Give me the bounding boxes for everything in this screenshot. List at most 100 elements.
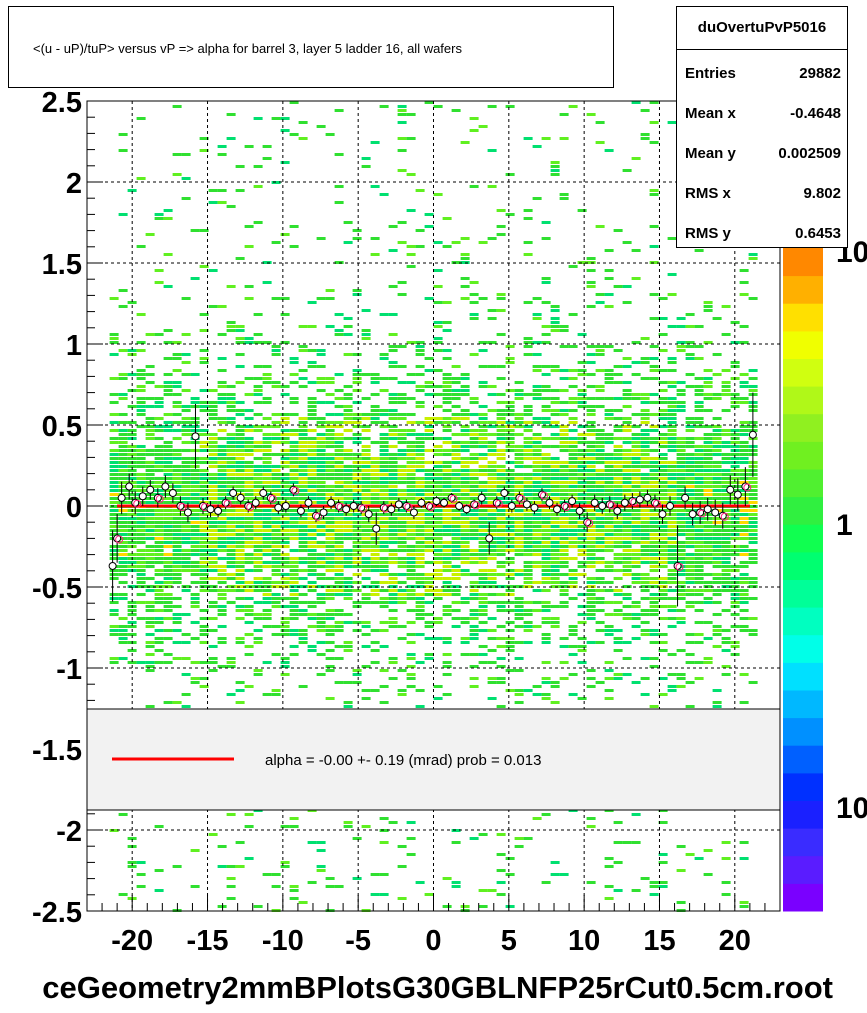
heatmap-cell [667,425,677,428]
profile-point [221,496,232,510]
heatmap-cell [163,565,173,568]
profile-point [515,491,526,505]
heatmap-cell [550,861,560,864]
profile-points [108,392,757,607]
heatmap-cell [523,613,533,616]
heatmap-cell [550,581,560,584]
heatmap-cell [748,533,758,536]
heatmap-cell [415,465,425,468]
profile-point [372,512,381,545]
heatmap-cell [748,509,758,512]
heatmap-cell [379,389,389,392]
heatmap-cell [352,465,362,468]
heatmap-cell [559,513,569,516]
heatmap-cell [703,445,713,448]
heatmap-cell [226,573,236,576]
heatmap-cell [370,409,380,412]
heatmap-cell [145,521,155,524]
heatmap-cell [262,693,272,696]
heatmap-cell [244,541,254,544]
heatmap-cell [172,865,182,868]
heatmap-cell [289,533,299,536]
heatmap-cell [721,589,731,592]
heatmap-cell [424,517,434,520]
heatmap-cell [460,597,470,600]
heatmap-cell [226,325,236,328]
heatmap-cell [226,865,236,868]
heatmap-cell [748,525,758,528]
heatmap-cell [226,693,236,696]
heatmap-cell [649,657,659,660]
heatmap-cell [478,521,488,524]
heatmap-cell [487,513,497,516]
heatmap-cell [685,485,695,488]
heatmap-cell [118,529,128,532]
heatmap-cell [739,461,749,464]
heatmap-cell [730,625,740,628]
heatmap-cell [496,509,506,512]
heatmap-cell [199,361,209,364]
heatmap-cell [343,593,353,596]
heatmap-cell [451,565,461,568]
heatmap-cell [172,501,182,504]
heatmap-cell [577,209,587,212]
heatmap-cell [271,481,281,484]
heatmap-cell [379,621,389,624]
heatmap-cell [595,509,605,512]
heatmap-cell [379,685,389,688]
heatmap-cell [505,425,515,428]
heatmap-cell [478,581,488,584]
heatmap-cell [514,837,524,840]
heatmap-cell [316,865,326,868]
heatmap-cell [685,489,695,492]
heatmap-cell [739,517,749,520]
heatmap-cell [640,401,650,404]
heatmap-cell [649,629,659,632]
heatmap-cell [568,629,578,632]
heatmap-cell [694,325,704,328]
heatmap-cell [307,453,317,456]
heatmap-cell [199,561,209,564]
heatmap-cell [199,149,209,152]
heatmap-cell [505,429,515,432]
heatmap-cell [505,561,515,564]
heatmap-cell [244,425,254,428]
heatmap-cell [595,581,605,584]
heatmap-cell [190,529,200,532]
heatmap-cell [685,561,695,564]
heatmap-cell [577,537,587,540]
heatmap-cell [163,517,173,520]
heatmap-cell [712,689,722,692]
heatmap-cell [685,313,695,316]
heatmap-cell [109,393,119,396]
heatmap-cell [316,401,326,404]
heatmap-cell [685,445,695,448]
heatmap-cell [730,501,740,504]
heatmap-cell [640,357,650,360]
heatmap-cell [379,473,389,476]
heatmap-cell [262,461,272,464]
heatmap-cell [559,525,569,528]
heatmap-cell [640,433,650,436]
heatmap-cell [676,685,686,688]
heatmap-cell [154,557,164,560]
heatmap-cell [649,545,659,548]
heatmap-cell [721,509,731,512]
heatmap-cell [226,321,236,324]
heatmap-cell [172,429,182,432]
heatmap-cell [550,533,560,536]
heatmap-cell [658,633,668,636]
heatmap-cell [280,497,290,500]
heatmap-cell [145,421,155,424]
heatmap-cell [631,249,641,252]
heatmap-cell [577,501,587,504]
heatmap-cell [514,537,524,540]
heatmap-cell [316,641,326,644]
heatmap-cell [415,617,425,620]
heatmap-cell [145,365,155,368]
heatmap-cell [496,537,506,540]
heatmap-cell [109,609,119,612]
color-scale-bin [783,303,823,332]
heatmap-cell [109,505,119,508]
heatmap-cell [199,265,209,268]
